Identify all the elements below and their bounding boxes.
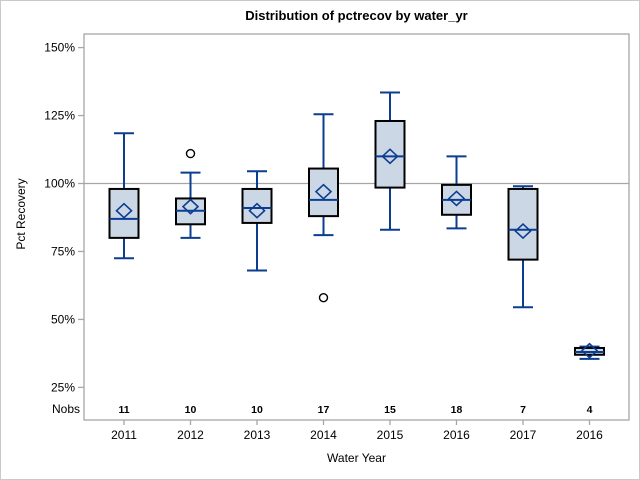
y-tick-label: 125%	[44, 109, 75, 123]
x-tick-label: 2017	[510, 428, 537, 442]
mean-diamond-icon	[181, 198, 200, 215]
nobs-value: 11	[118, 404, 129, 416]
mean-diamond-icon	[115, 202, 133, 219]
y-tick-label: 150%	[44, 41, 75, 55]
mean-diamond-icon	[514, 222, 532, 240]
box-rect	[374, 119, 406, 189]
box-rect	[108, 187, 140, 239]
mean-diamond-icon	[381, 148, 399, 165]
plot-border	[83, 33, 630, 421]
box-rect	[308, 167, 339, 218]
y-tick-label: 100%	[44, 177, 75, 191]
mean-diamond-icon	[314, 183, 333, 200]
nobs-value: 10	[251, 404, 263, 416]
nobs-axis-label: Nobs	[51, 402, 80, 416]
box-rect	[241, 187, 273, 224]
y-tick-label: 75%	[51, 244, 75, 258]
x-tick-label: 2015	[377, 428, 404, 442]
outlier-point	[318, 292, 329, 303]
nobs-value: 7	[520, 404, 526, 416]
x-tick-label: 2012	[177, 428, 204, 442]
x-tick-label: 2011	[111, 428, 137, 442]
chart-title: Distribution of pctrecov by water_yr	[245, 8, 468, 23]
nobs-value: 17	[318, 404, 330, 416]
nobs-value: 10	[185, 404, 197, 416]
mean-diamond-icon	[580, 342, 599, 359]
nobs-value: 15	[384, 404, 396, 416]
x-axis-label: Water Year	[327, 451, 386, 465]
x-tick-label: 2013	[244, 428, 271, 442]
nobs-value: 18	[451, 404, 463, 416]
x-tick-label: 2014	[310, 428, 337, 442]
mean-diamond-icon	[248, 202, 266, 219]
nobs-value: 4	[587, 404, 593, 416]
y-tick-label: 50%	[51, 312, 75, 326]
x-tick-label: 2016	[576, 428, 603, 442]
outlier-point	[185, 148, 196, 159]
x-tick-label: 2016	[443, 428, 470, 442]
y-tick-label: 25%	[51, 380, 75, 394]
mean-diamond-icon	[447, 190, 466, 207]
